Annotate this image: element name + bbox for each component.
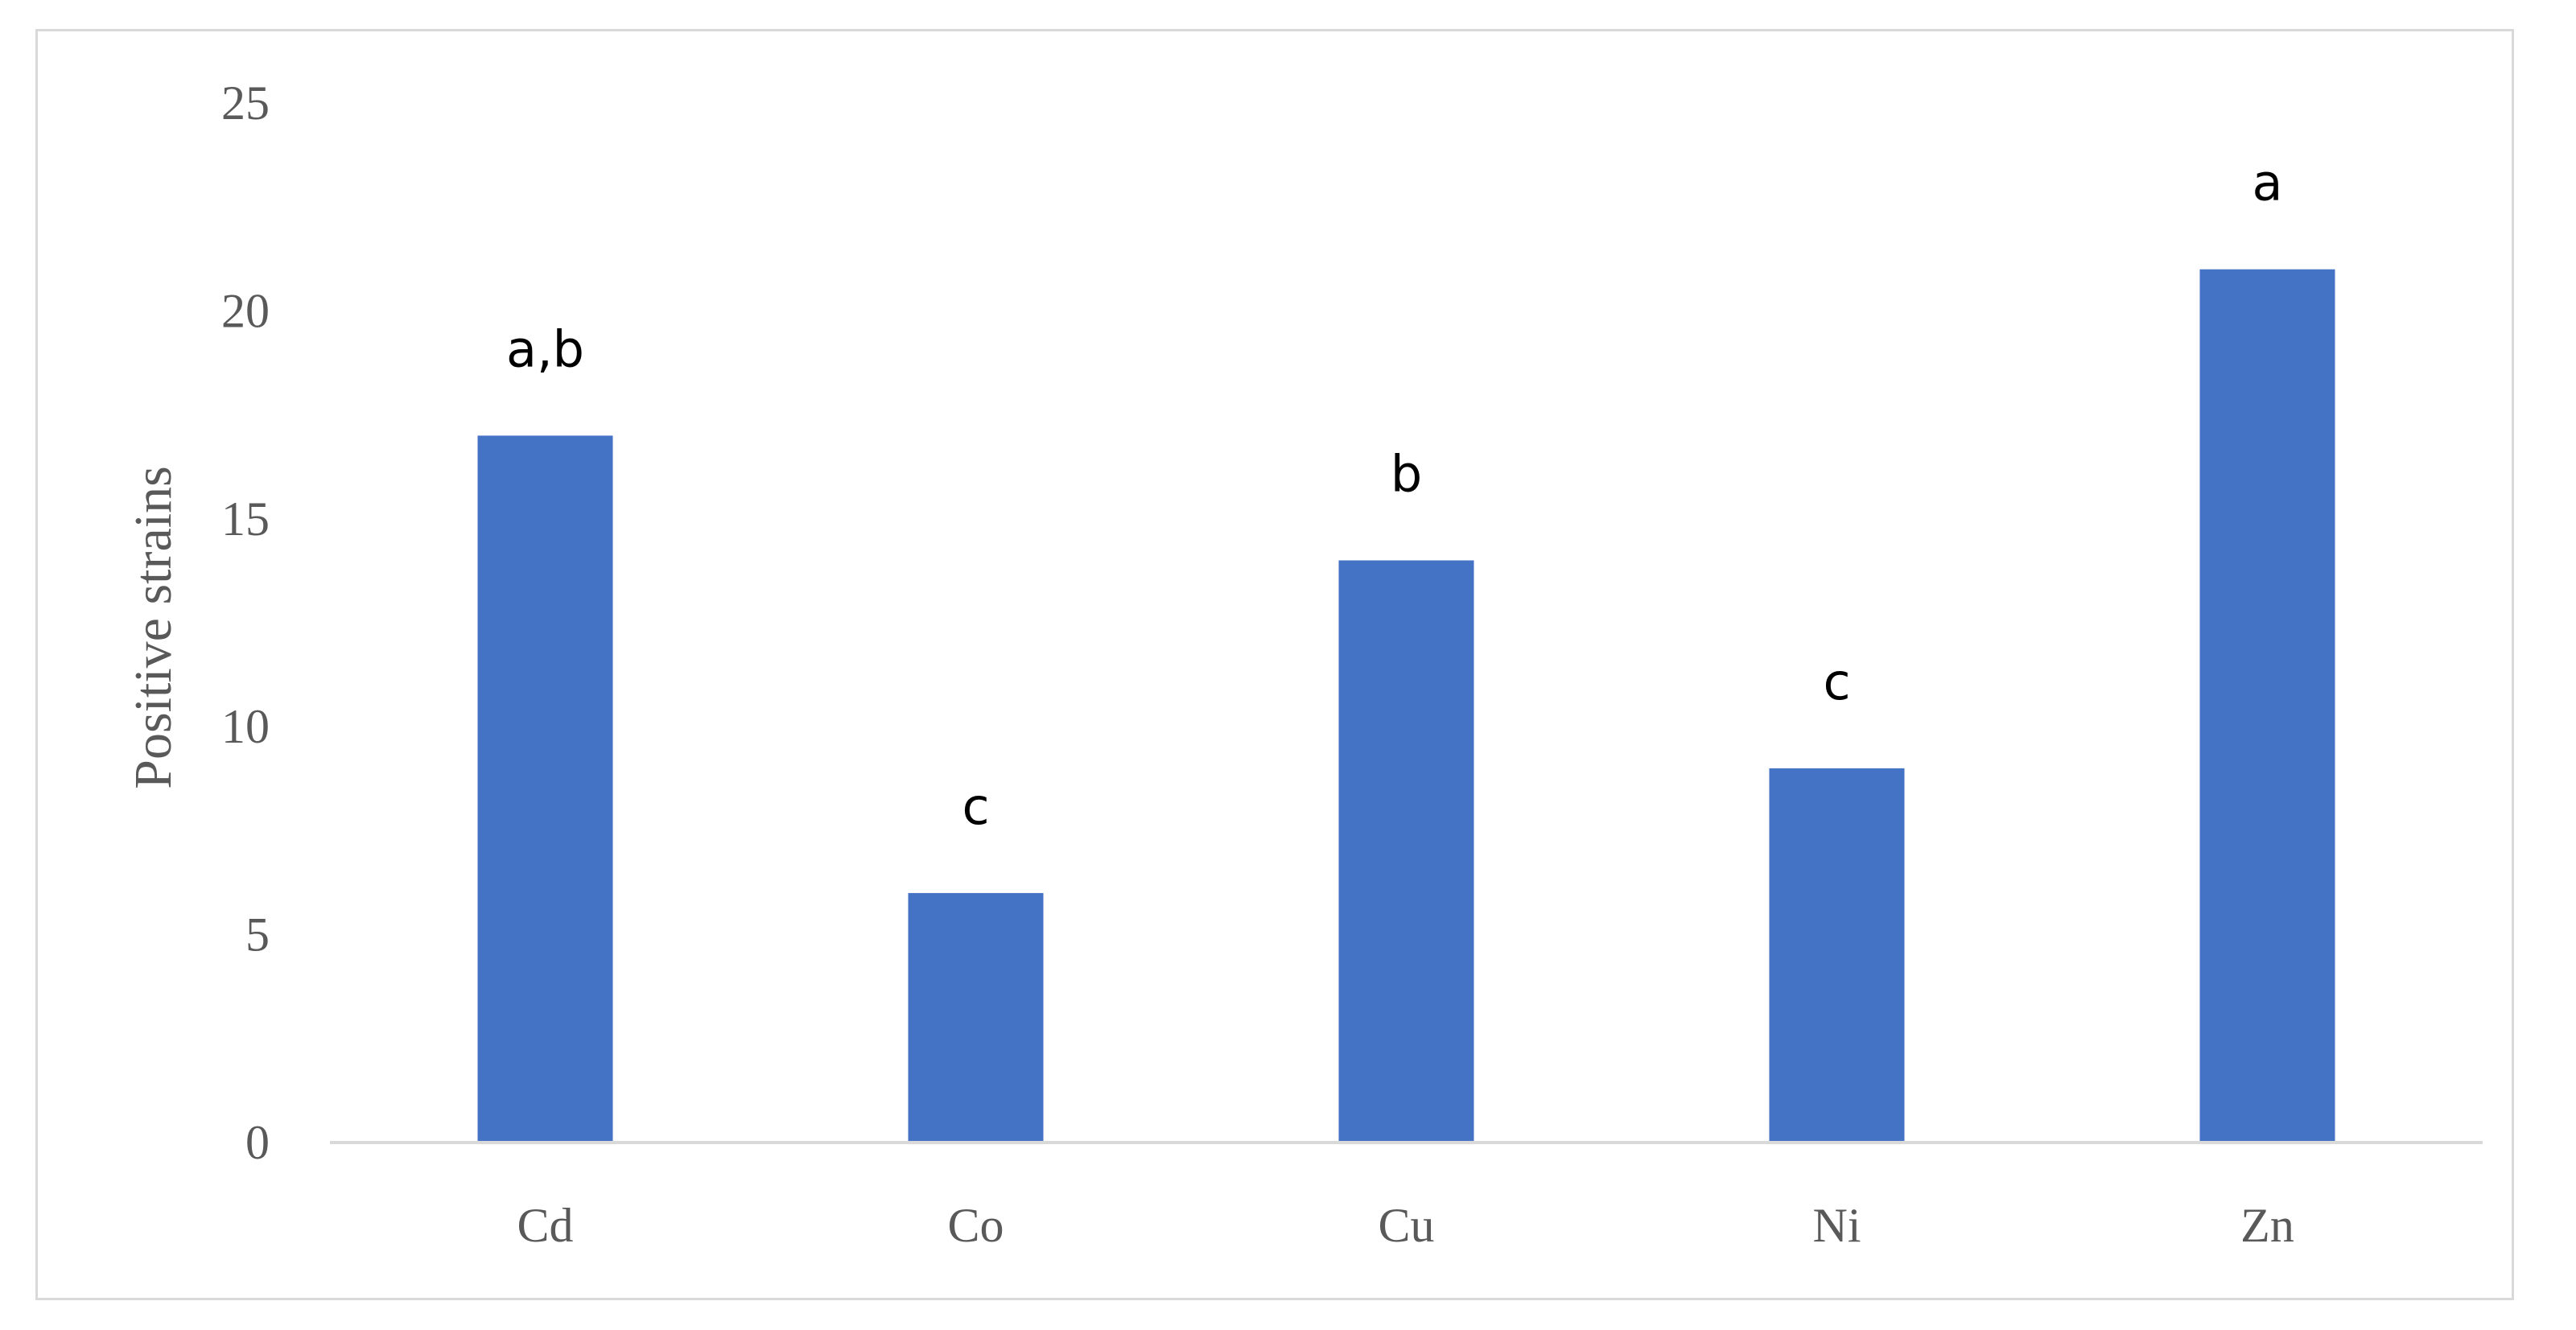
bar-cd <box>477 435 613 1143</box>
y-axis-ticks: 0 5 10 15 20 25 <box>221 76 270 1169</box>
bar-zn <box>2199 269 2335 1143</box>
bars <box>477 269 2335 1143</box>
data-label-co: c <box>962 777 989 836</box>
chart-frame <box>35 29 2514 1300</box>
y-tick-label: 10 <box>221 700 270 753</box>
y-tick-label: 25 <box>221 76 270 130</box>
data-labels: a,b c b c a <box>506 154 2283 836</box>
y-tick-label: 15 <box>221 492 270 546</box>
x-tick-label-ni: Ni <box>1813 1199 1861 1252</box>
x-tick-label-cu: Cu <box>1378 1199 1434 1252</box>
data-label-zn: a <box>2252 154 2283 212</box>
data-label-cd: a,b <box>506 319 584 378</box>
x-tick-label-co: Co <box>947 1199 1004 1252</box>
y-tick-label: 20 <box>221 284 270 337</box>
x-axis-ticks: Cd Co Cu Ni Zn <box>517 1199 2294 1252</box>
y-tick-label: 5 <box>245 908 270 961</box>
x-tick-label-cd: Cd <box>517 1199 573 1252</box>
bar-co <box>908 892 1044 1143</box>
data-label-ni: c <box>1823 653 1850 711</box>
bar-ni <box>1769 768 1905 1143</box>
x-tick-label-zn: Zn <box>2240 1199 2294 1252</box>
bar-cu <box>1338 560 1474 1143</box>
y-tick-label: 0 <box>245 1116 270 1169</box>
data-label-cu: b <box>1391 444 1422 503</box>
y-axis-title: Positive strains <box>124 466 183 789</box>
